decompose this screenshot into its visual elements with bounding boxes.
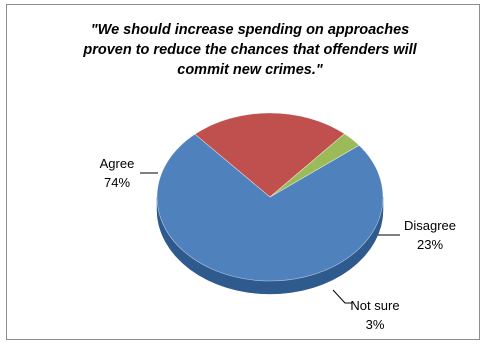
leader-line-not-sure (332, 289, 352, 304)
pie-slice-not-sure (269, 133, 360, 198)
slice-label-disagree: Disagree (404, 218, 456, 233)
slice-value-not-sure: 3% (366, 317, 385, 332)
slice-value-agree: 74% (104, 175, 130, 190)
pie-slice-disagree (194, 112, 345, 198)
slice-label-agree: Agree (100, 156, 135, 171)
chart-title: "We should increase spending on approach… (40, 20, 460, 80)
slice-value-disagree: 23% (417, 237, 443, 252)
pie-tops (156, 112, 384, 282)
pie-labels: Agree 74% Disagree 23% Not sure 3% (100, 156, 456, 332)
chart-title-line-3: commit new crimes." (177, 62, 323, 78)
pie-slice-agree (156, 133, 384, 282)
slice-label-not-sure: Not sure (350, 298, 399, 313)
chart-title-line-2: proven to reduce the chances that offend… (83, 42, 417, 58)
chart-title-line-1: "We should increase spending on approach… (90, 22, 410, 38)
